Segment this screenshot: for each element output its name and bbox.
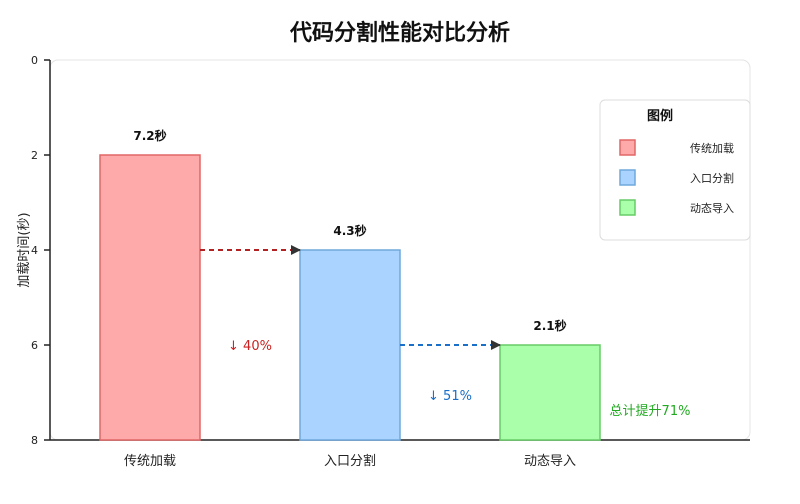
legend-box (599, 99, 751, 241)
value-label: 4.3秒 (333, 223, 366, 238)
x-tick-label: 动态导入 (524, 454, 576, 469)
legend-label: 入口分割 (690, 171, 734, 185)
y-tick-label: 8 (31, 434, 38, 447)
y-axis-ticks: 0 2 4 6 8 (31, 54, 50, 447)
legend-swatch (619, 139, 636, 156)
y-axis-label: 加载时间(秒) (17, 212, 32, 287)
value-label: 2.1秒 (533, 318, 566, 333)
y-tick-label: 0 (31, 54, 38, 67)
value-label: 7.2秒 (133, 128, 166, 143)
legend-swatch (619, 169, 636, 186)
bar-group (99, 154, 601, 441)
bar-1 (99, 154, 201, 441)
legend-swatch (619, 199, 636, 216)
legend-label: 传统加载 (690, 142, 734, 155)
chart-title: 代码分割性能对比分析 (289, 20, 510, 46)
x-axis-tick-labels: 传统加载 入口分割 动态导入 (124, 453, 576, 469)
legend-label: 动态导入 (690, 202, 734, 215)
x-tick-label: 传统加载 (124, 454, 176, 469)
legend-title: 图例 (647, 108, 673, 124)
bar-3 (499, 344, 601, 441)
value-labels: 7.2秒 4.3秒 2.1秒 (133, 128, 566, 333)
y-tick-label: 4 (31, 244, 38, 257)
bar-2 (299, 249, 401, 441)
x-tick-label: 入口分割 (324, 453, 376, 469)
y-tick-label: 2 (31, 149, 38, 162)
total-improvement-annotation: 总计提升71% (610, 403, 691, 419)
y-tick-label: 6 (31, 339, 38, 352)
drop-annotation-1: ↓ 40% (228, 339, 272, 354)
drop-annotation-2: ↓ 51% (428, 389, 472, 404)
